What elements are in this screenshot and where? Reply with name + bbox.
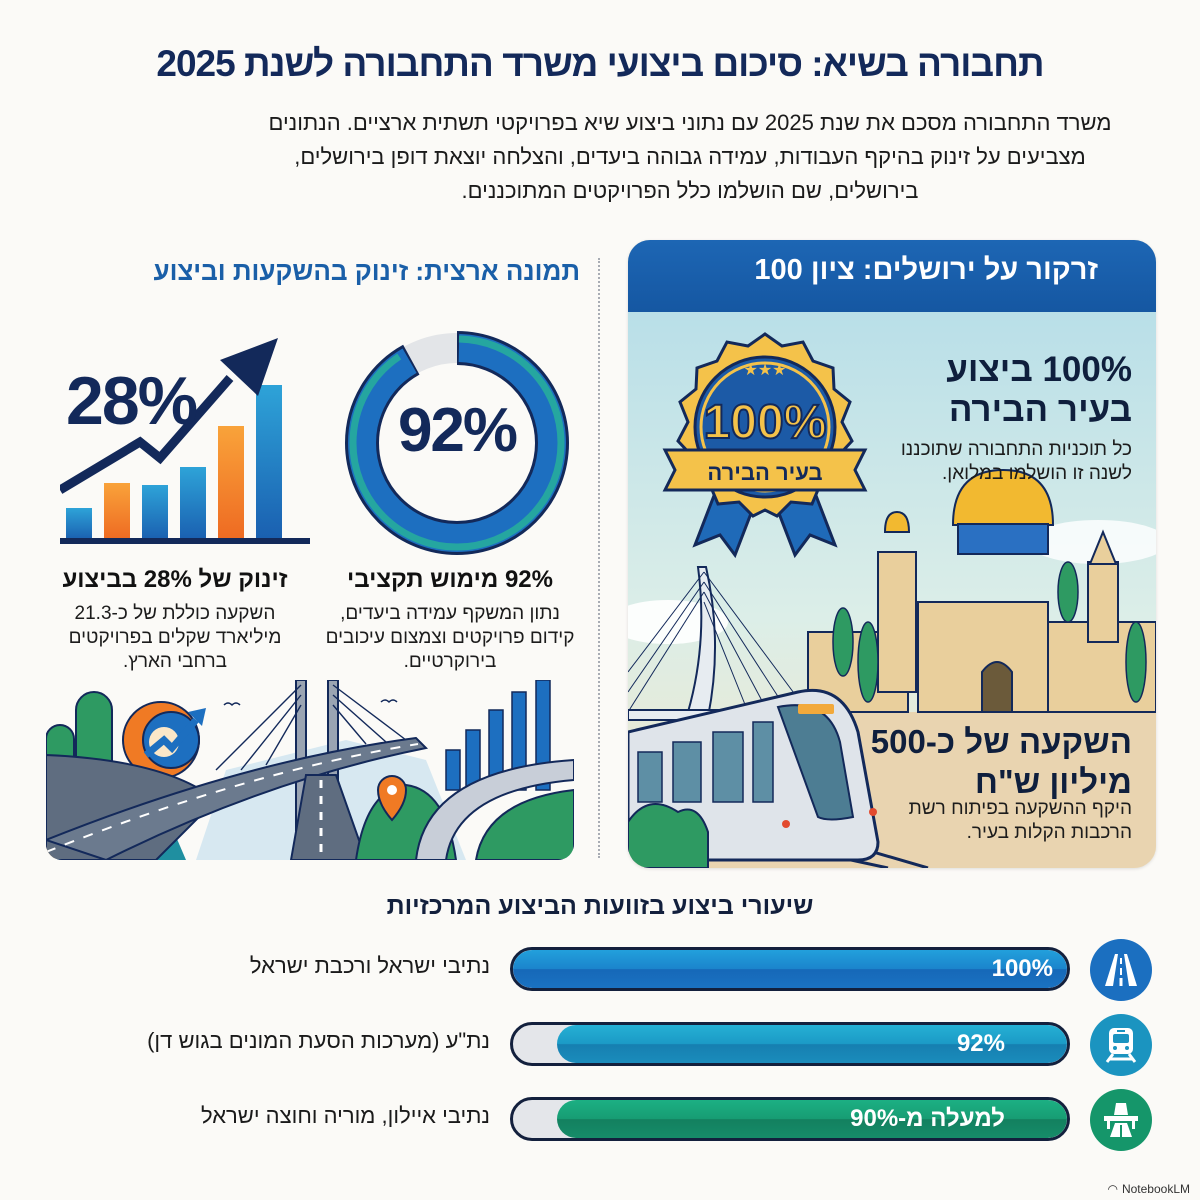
growth-title: זינוק של 28% בביצוע — [62, 566, 288, 593]
jerusalem-investment-body: היקף ההשקעה בפיתוח רשת הרכבות הקלות בעיר… — [908, 798, 1132, 843]
notebooklm-watermark: ◠ NotebookLM — [1107, 1182, 1190, 1196]
jerusalem-card: זרקור על ירושלים: ציון 100 — [628, 240, 1156, 868]
jerusalem-completion-body: כל תוכניות התחבורה שתוכננו לשנה זו הושלמ… — [900, 439, 1132, 484]
rate-value: 92% — [956, 1030, 1005, 1057]
budget-title: 92% מימוש תקציבי — [347, 566, 553, 593]
rate-fill — [557, 1025, 1067, 1063]
growth-bar-chart — [60, 338, 310, 544]
growth-body: השקעה כוללת של כ-21.3 מיליארד שקלים בפרו… — [68, 603, 282, 672]
budget-big-value: 92% — [397, 396, 518, 465]
intro-paragraph: משרד התחבורה מסכם את שנת 2025 עם נתוני ב… — [268, 110, 1112, 203]
investment-title-line2: מיליון ש"ח — [974, 763, 1132, 800]
rate-progress-bar: למעלה מ-90% — [510, 1097, 1070, 1141]
rate-fill — [513, 950, 1067, 988]
budget-donut-chart — [345, 331, 569, 555]
rate-row-ayalon: למעלה מ-90% נתיבי איילון, מוריה וחוצה יש… — [40, 1085, 1170, 1155]
national-heading: תמונה ארצית: זינוק בהשקעות וביצוע — [153, 256, 580, 286]
badge-value: 100% — [704, 396, 827, 449]
jerusalem-header: זרקור על ירושלים: ציון 100 — [628, 240, 1156, 312]
watermark-text: NotebookLM — [1121, 1182, 1190, 1196]
rate-value: למעלה מ-90% — [850, 1105, 1005, 1132]
completion-title-line2: בעיר הבירה — [948, 390, 1132, 429]
section-divider — [598, 258, 600, 858]
train-icon — [1090, 1014, 1152, 1076]
svg-text:★★★: ★★★ — [743, 360, 786, 379]
rate-progress-bar: 92% — [510, 1022, 1070, 1066]
badge-ribbon-text: בעיר הבירה — [707, 460, 822, 485]
highway-icon — [1090, 1089, 1152, 1151]
rate-row-nta: 92% נת"ע (מערכות הסעת המונים בגוש דן) — [40, 1010, 1170, 1080]
jerusalem-investment-title: השקעה של כ-500 מיליון ש"ח — [842, 722, 1132, 802]
notebooklm-logo-icon: ◠ — [1107, 1182, 1118, 1196]
rate-label: נתיבי ישראל ורכבת ישראל — [249, 953, 490, 978]
growth-big-value: 28% — [66, 363, 198, 439]
rate-fill — [557, 1100, 1067, 1138]
infrastructure-illustration — [46, 680, 574, 860]
rate-label: נת"ע (מערכות הסעת המונים בגוש דן) — [147, 1028, 490, 1053]
rate-value: 100% — [991, 955, 1053, 982]
completion-title-line1: 100% ביצוע — [946, 350, 1132, 389]
rates-title: שיעורי ביצוע בזוועות הביצוע המרכזיות — [386, 892, 814, 920]
budget-body: נתון המשקף עמידה ביעדים, קידום פרויקטים … — [325, 603, 575, 672]
award-badge-icon: ★★★ 100% בעיר הבירה — [662, 332, 868, 559]
rate-label: נתיבי איילון, מוריה וחוצה ישראל — [201, 1103, 490, 1128]
road-icon — [1090, 939, 1152, 1001]
investment-title-line1: השקעה של כ-500 — [870, 723, 1132, 760]
page-title: תחבורה בשיא: סיכום ביצועי משרד התחבורה ל… — [156, 43, 1044, 84]
jerusalem-completion-title: 100% ביצוע בעיר הבירה — [882, 350, 1132, 430]
jerusalem-illustration — [628, 312, 1156, 868]
rate-row-netivei-israel: 100% נתיבי ישראל ורכבת ישראל — [40, 935, 1170, 1005]
rate-progress-bar: 100% — [510, 947, 1070, 991]
